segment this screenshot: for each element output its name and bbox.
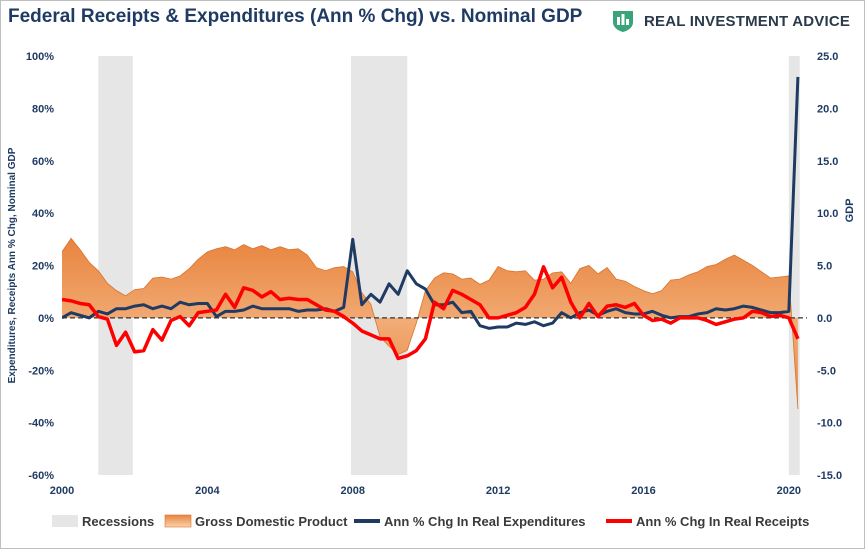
y-tick-label: 100% xyxy=(26,51,54,63)
y2-tick-label: -10.0 xyxy=(817,418,842,430)
brand-shield-icon xyxy=(613,11,633,32)
gdp-area-outline xyxy=(62,237,799,410)
legend-gdp-swatch xyxy=(164,514,192,528)
brand-name: REAL INVESTMENT ADVICE xyxy=(644,12,851,30)
y2-tick-label: 15.0 xyxy=(817,156,838,168)
y-axis-label: Expenditures, Receipts Ann % Chg, Nomina… xyxy=(7,147,18,383)
y-tick-label: 60% xyxy=(32,156,54,168)
y-tick-label: -40% xyxy=(28,418,54,430)
y2-tick-label: 20.0 xyxy=(817,103,838,115)
x-tick-label: 2012 xyxy=(486,485,510,497)
x-tick-label: 2016 xyxy=(631,485,655,497)
expenditures-line xyxy=(62,76,800,330)
x-tick-label: 2008 xyxy=(340,485,364,497)
gdp-area-layer xyxy=(62,237,799,410)
x-tick-label: 2000 xyxy=(50,485,74,497)
recession-band xyxy=(788,56,800,475)
legend-label: Ann % Chg In Real Expenditures xyxy=(384,514,586,529)
axis-layer: 100% 80% 60% 40% 20% 0% -20% -40% -60% 25.0 20.0 15… xyxy=(7,51,856,497)
recession-band xyxy=(350,56,408,475)
y2-tick-label: -5.0 xyxy=(817,365,836,377)
y2-tick-label: -15.0 xyxy=(817,470,842,482)
y2-axis-label: GDP xyxy=(844,199,856,223)
y-tick-label: -60% xyxy=(28,470,54,482)
legend-label: Ann % Chg In Real Receipts xyxy=(636,514,809,529)
legend-label: Gross Domestic Product xyxy=(195,514,348,529)
legend-label: Recessions xyxy=(82,514,154,529)
gdp-area-positive xyxy=(62,238,798,318)
y-tick-label: -20% xyxy=(28,365,54,377)
y2-tick-label: 5.0 xyxy=(817,261,832,273)
y-tick-label: 80% xyxy=(32,103,54,115)
y-tick-label: 0% xyxy=(38,313,54,325)
y2-tick-label: 25.0 xyxy=(817,51,838,63)
receipts-line xyxy=(62,265,800,361)
y2-tick-label: 0.0 xyxy=(817,313,832,325)
recession-band xyxy=(98,56,133,475)
y-tick-label: 20% xyxy=(32,261,54,273)
brand-logo: REAL INVESTMENT ADVICE xyxy=(610,8,850,34)
x-tick-label: 2004 xyxy=(195,485,220,497)
recession-layer xyxy=(98,56,800,475)
y-tick-label: 40% xyxy=(32,208,54,220)
chart-title: Federal Receipts & Expenditures (Ann % C… xyxy=(8,6,583,27)
x-tick-label: 2020 xyxy=(777,485,801,497)
series-line-layer xyxy=(62,76,800,361)
legend-recession-swatch xyxy=(52,515,78,527)
legend-layer: Recessions Gross Domestic Product Ann % Ch… xyxy=(52,514,809,529)
y2-tick-label: 10.0 xyxy=(817,208,838,220)
